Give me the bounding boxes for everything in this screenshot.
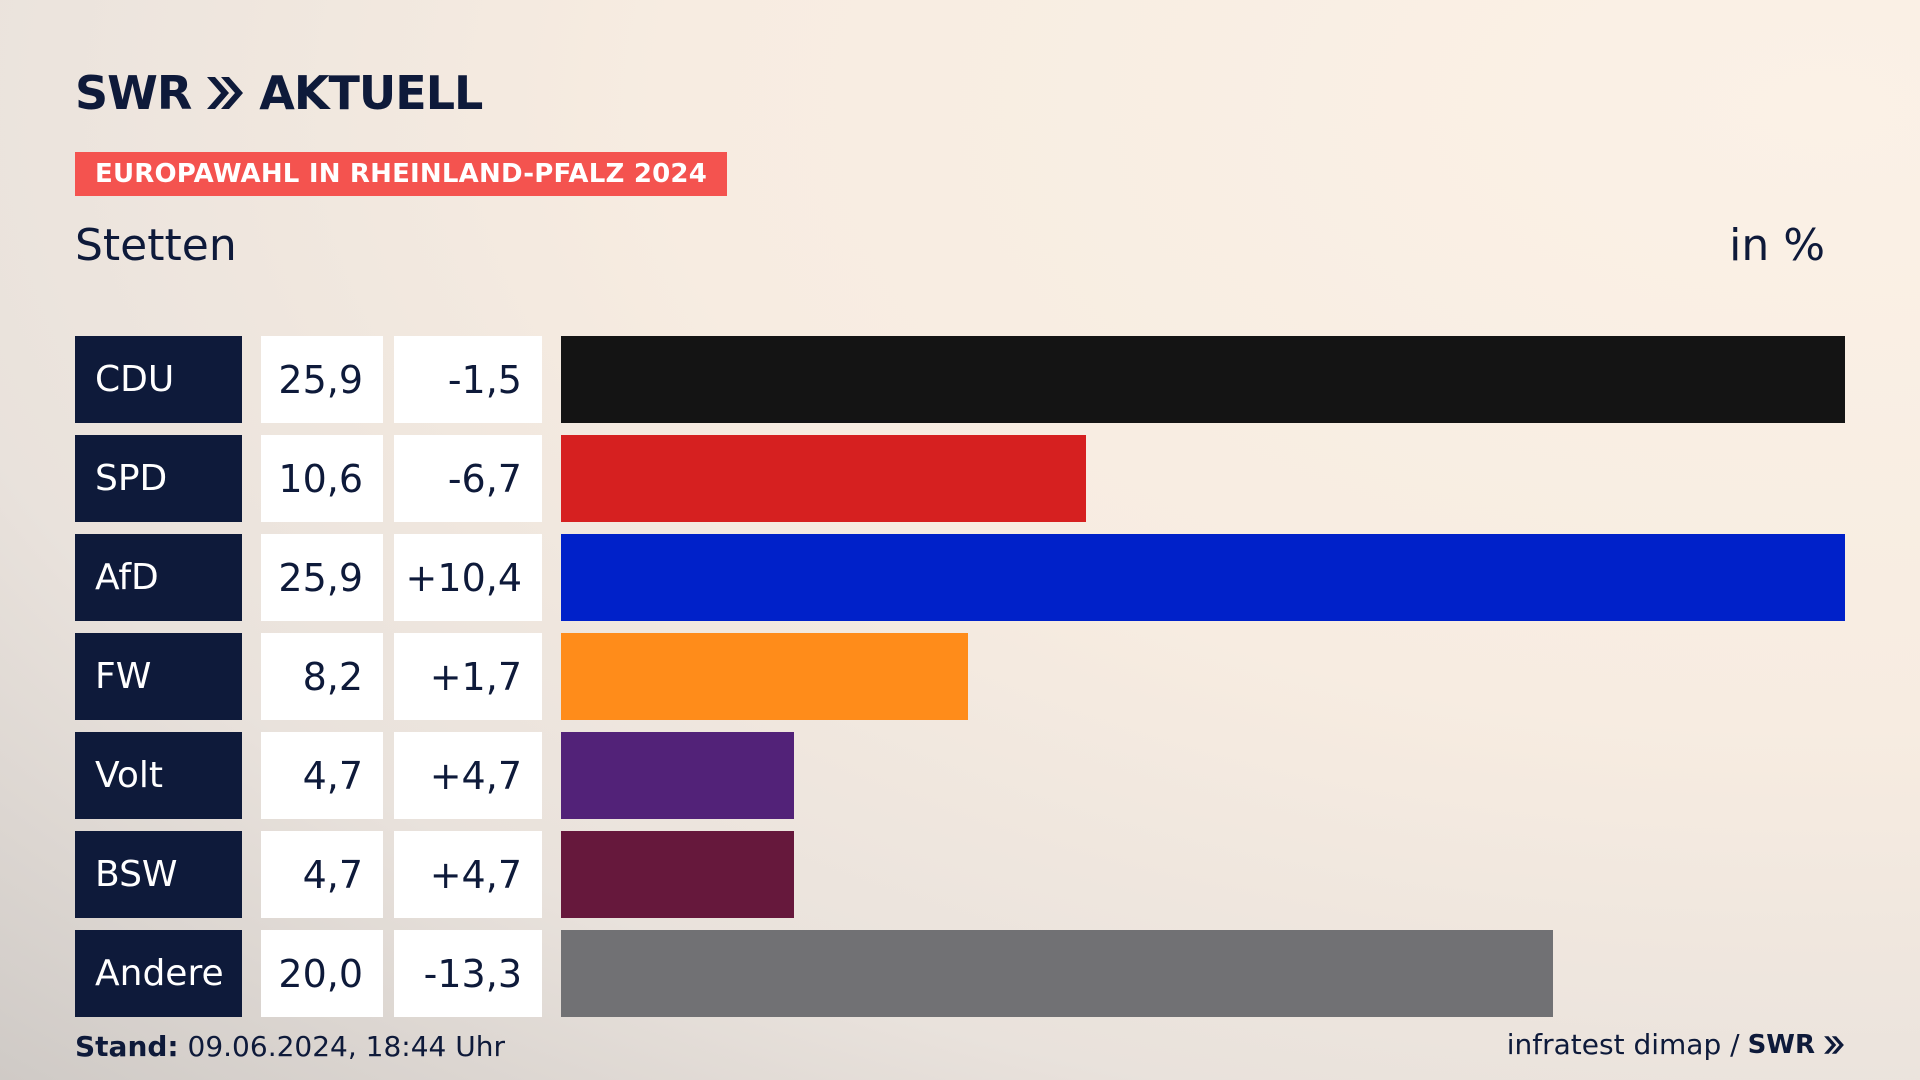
logo-swr-text: SWR [75, 66, 192, 120]
vote-change-label: +1,7 [394, 633, 542, 720]
unit-label: in % [1729, 220, 1825, 271]
vote-change-label: -13,3 [394, 930, 542, 1017]
election-tag: EUROPAWAHL IN RHEINLAND-PFALZ 2024 [75, 152, 727, 196]
chart-row: FW 8,2 +1,7 [75, 633, 1845, 720]
chart-row: AfD 25,9 +10,4 [75, 534, 1845, 621]
party-label: FW [75, 633, 242, 720]
stand-value: 09.06.2024, 18:44 Uhr [187, 1030, 505, 1063]
result-bar [561, 633, 968, 720]
party-label: SPD [75, 435, 242, 522]
source-text: infratest dimap / [1506, 1028, 1740, 1061]
chart-row: Volt 4,7 +4,7 [75, 732, 1845, 819]
stand-label: Stand: [75, 1030, 179, 1063]
chart-subtitle: Stetten [75, 220, 237, 271]
result-bar [561, 336, 1845, 423]
vote-share-label: 25,9 [261, 336, 383, 423]
chart-row: Andere 20,0 -13,3 [75, 930, 1845, 1017]
vote-share-label: 25,9 [261, 534, 383, 621]
party-label: AfD [75, 534, 242, 621]
result-bar [561, 435, 1086, 522]
footer-double-chevron-icon [1824, 1035, 1844, 1054]
vote-share-label: 10,6 [261, 435, 383, 522]
result-bar [561, 534, 1845, 621]
vote-change-label: +4,7 [394, 732, 542, 819]
double-chevron-icon [207, 77, 244, 109]
chart-row: CDU 25,9 -1,5 [75, 336, 1845, 423]
timestamp: Stand: 09.06.2024, 18:44 Uhr [75, 1030, 505, 1063]
vote-share-label: 4,7 [261, 732, 383, 819]
party-label: Volt [75, 732, 242, 819]
result-bar [561, 831, 794, 918]
result-bar [561, 930, 1553, 1017]
vote-share-label: 20,0 [261, 930, 383, 1017]
vote-share-label: 8,2 [261, 633, 383, 720]
footer-swr-logo: SWR [1747, 1029, 1815, 1060]
swr-aktuell-logo: SWR AKTUELL [75, 66, 483, 120]
party-label: Andere [75, 930, 242, 1017]
logo-aktuell-text: AKTUELL [259, 66, 483, 120]
vote-change-label: +10,4 [394, 534, 542, 621]
chart-row: BSW 4,7 +4,7 [75, 831, 1845, 918]
result-bar [561, 732, 794, 819]
party-label: BSW [75, 831, 242, 918]
party-label: CDU [75, 336, 242, 423]
chart-row: SPD 10,6 -6,7 [75, 435, 1845, 522]
source-credit: infratest dimap / SWR [1507, 1028, 1845, 1061]
vote-change-label: -1,5 [394, 336, 542, 423]
vote-change-label: -6,7 [394, 435, 542, 522]
vote-share-label: 4,7 [261, 831, 383, 918]
vote-change-label: +4,7 [394, 831, 542, 918]
